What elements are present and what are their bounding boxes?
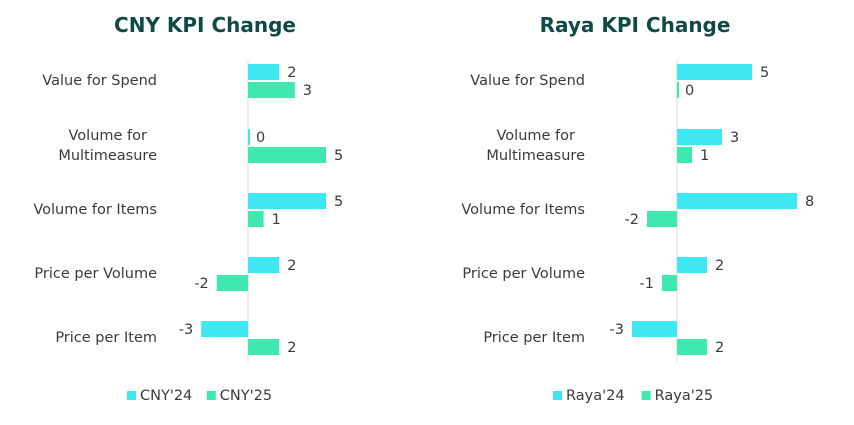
data-label: 5 [334,148,343,164]
chart-title: Raya KPI Change [540,13,731,37]
legend-swatch [206,391,216,400]
data-label: 0 [685,83,694,99]
data-label: -3 [610,322,624,338]
bar-series1 [677,193,797,209]
bar-series2 [662,275,677,291]
bar-series2 [677,82,679,98]
bar-series1 [248,129,250,145]
bar-series2 [248,339,280,355]
data-label: -1 [640,276,654,292]
data-label: 0 [256,130,265,146]
category-label: Volume for Multimeasure [58,128,157,164]
category-label: Price per Volume [462,266,585,282]
bar-series2 [248,147,326,163]
bar-series2 [647,211,677,227]
category-label: Price per Volume [34,266,157,282]
category-label: Volume for Multimeasure [486,128,585,164]
bar-series1 [632,321,677,337]
legend-label: Raya'25 [655,388,714,404]
bar-series1 [677,64,752,80]
legend-label: CNY'24 [140,388,192,404]
bar-series1 [677,257,707,273]
category-label: Value for Spend [470,73,585,89]
category-label: Value for Spend [42,73,157,89]
bar-series1 [248,257,280,273]
data-label: -2 [194,276,208,292]
data-label: 1 [272,212,281,228]
category-label: Volume for Items [33,202,157,218]
bar-series2 [216,275,248,291]
data-label: 8 [805,194,814,210]
chart-title: CNY KPI Change [114,13,296,37]
bar-series2 [248,82,295,98]
category-label: Price per Item [55,330,157,346]
data-label: 2 [287,258,296,274]
bar-series1 [248,64,280,80]
bar-series1 [677,129,722,145]
data-label: 1 [700,148,709,164]
bar-series1 [201,321,248,337]
data-label: -3 [179,322,193,338]
legend-label: CNY'25 [220,388,272,404]
bar-series2 [248,211,264,227]
data-label: 3 [303,83,312,99]
legend-swatch [127,391,136,400]
category-label: Price per Item [483,330,585,346]
bar-series2 [677,147,692,163]
chart-1: Raya KPI Change Value for Spend 5 0 Volume f… [461,13,814,404]
category-label: Volume for Items [461,202,585,218]
data-label: 5 [760,65,769,81]
data-label: 2 [287,340,296,356]
data-label: 2 [287,65,296,81]
bar-series2 [677,339,707,355]
data-label: 3 [730,130,739,146]
data-label: -2 [625,212,639,228]
legend-swatch [641,391,651,400]
data-label: 5 [334,194,343,210]
bar-series1 [248,193,326,209]
data-label: 2 [715,258,724,274]
legend-label: Raya'24 [566,388,625,404]
legend-swatch [553,391,562,400]
data-label: 2 [715,340,724,356]
